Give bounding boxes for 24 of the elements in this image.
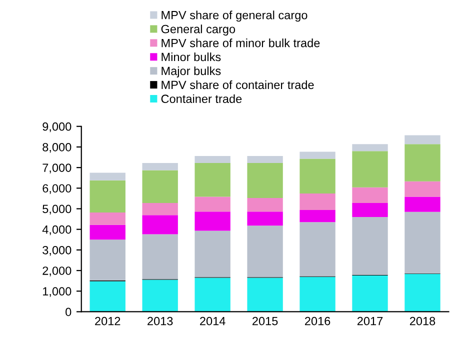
y-tick-label: 5,000 xyxy=(42,204,72,215)
x-tick-label: 2017 xyxy=(357,316,383,326)
x-tick-label: 2015 xyxy=(252,316,278,326)
y-tick-label: 9,000 xyxy=(42,122,72,132)
y-tick-label: 8,000 xyxy=(42,143,72,153)
y-tick-label: 6,000 xyxy=(42,184,72,194)
legend-label: Major bulks xyxy=(162,66,221,78)
legend-label: Minor bulks xyxy=(162,52,221,62)
y-tick-label: 0 xyxy=(66,308,72,316)
legend-label: General cargo xyxy=(161,24,236,36)
y-tick-label: 1,000 xyxy=(43,287,72,297)
x-tick-label: 2016 xyxy=(304,316,330,326)
y-tick-label: 3,000 xyxy=(42,246,72,256)
legend-label: MPV share of container trade xyxy=(162,80,314,90)
y-tick-label: 2,000 xyxy=(42,266,72,276)
y-tick-label: 4,000 xyxy=(42,225,72,236)
x-tick-label: 2012 xyxy=(95,316,120,326)
legend-label: Container trade xyxy=(161,94,242,104)
y-tick-label: 7,000 xyxy=(42,164,72,174)
legend-label: MPV share of general cargo xyxy=(162,10,308,22)
legend-label: MPV share of minor bulk trade xyxy=(162,38,320,48)
x-tick-label: 2018 xyxy=(410,316,436,326)
x-tick-label: 2013 xyxy=(148,316,173,326)
x-tick-label: 2014 xyxy=(200,316,226,326)
